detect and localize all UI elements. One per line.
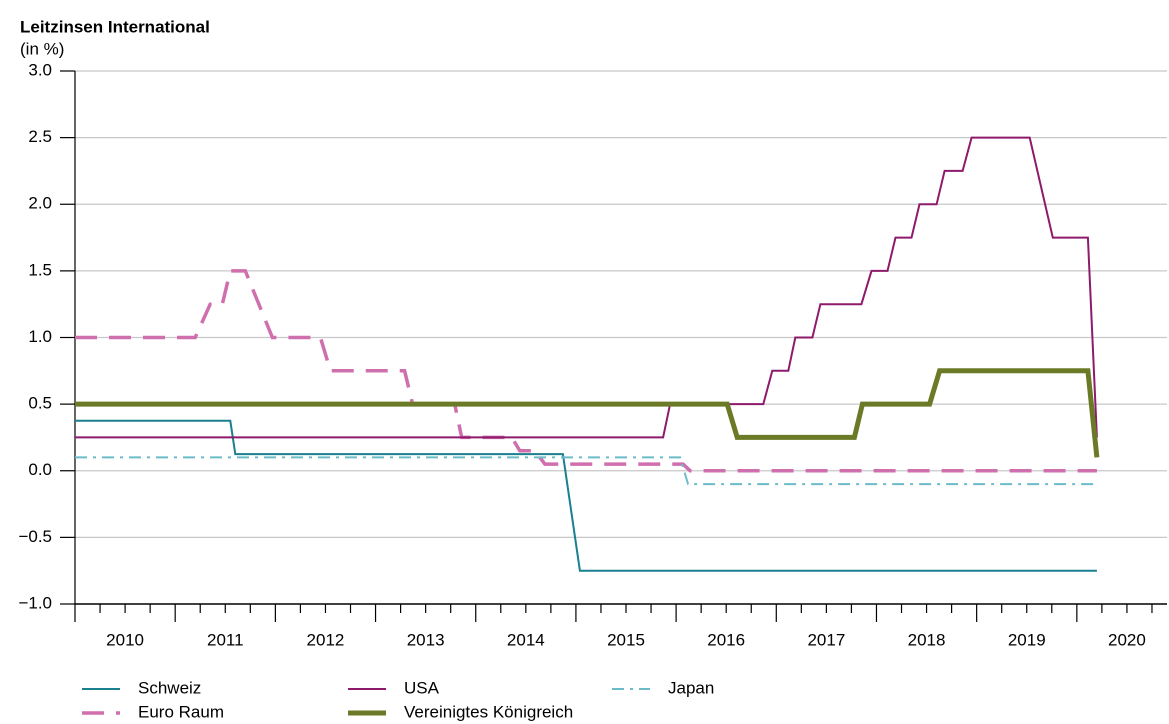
legend-label: Schweiz [138, 678, 201, 697]
y-tick-label: 0.5 [28, 394, 52, 413]
x-tick-label: 2019 [1008, 630, 1046, 649]
x-tick-label: 2014 [507, 630, 545, 649]
legend-label: Japan [668, 678, 714, 697]
y-tick-label: 2.5 [28, 127, 52, 146]
series-line [75, 456, 1097, 486]
chart-subtitle: (in %) [20, 39, 64, 58]
series-line [75, 419, 1097, 572]
x-tick-label: 2020 [1108, 630, 1146, 649]
y-tick-label: 2.0 [28, 194, 52, 213]
y-tick-label: −1.0 [18, 593, 52, 612]
x-tick-label: 2015 [607, 630, 645, 649]
y-tick-label: 1.5 [28, 260, 52, 279]
y-tick-label: −0.5 [18, 527, 52, 546]
legend-label: Euro Raum [138, 702, 224, 721]
series-line [75, 136, 1098, 439]
chart-title: Leitzinsen International [20, 17, 210, 36]
y-tick-label: 1.0 [28, 327, 52, 346]
y-tick-label: 0.0 [28, 460, 52, 479]
x-tick-label: 2010 [106, 630, 144, 649]
x-tick-label: 2018 [908, 630, 946, 649]
x-tick-label: 2016 [707, 630, 745, 649]
x-tick-label: 2013 [407, 630, 445, 649]
x-tick-label: 2012 [307, 630, 345, 649]
legend-label: USA [404, 678, 440, 697]
series-line [75, 368, 1100, 458]
series-line [75, 269, 1097, 473]
x-tick-label: 2017 [807, 630, 845, 649]
y-tick-label: 3.0 [28, 60, 52, 79]
legend-label: Vereinigtes Königreich [404, 702, 573, 721]
x-tick-label: 2011 [207, 630, 244, 649]
